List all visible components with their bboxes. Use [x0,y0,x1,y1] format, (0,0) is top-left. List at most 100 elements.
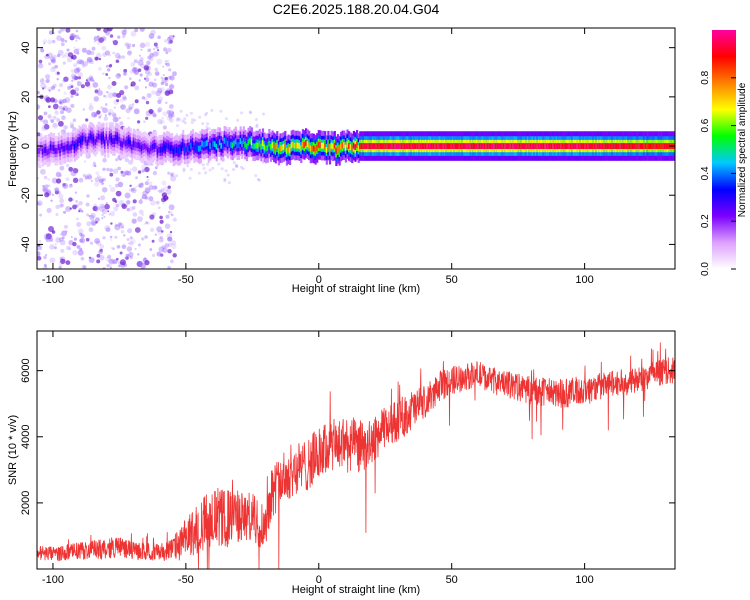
ridge-cell [657,143,660,149]
noise-point [126,50,133,56]
noise-point [172,71,177,77]
ridge-cell [277,147,280,154]
noise-point [191,118,194,122]
noise-point [240,111,244,115]
noise-point [39,78,45,83]
snr-y-tick-label: 2000 [20,491,32,515]
ridge-cell [450,143,453,149]
snr-panel: -100 -50 0 50 100 2000 4000 6000 Height of str… [7,330,676,596]
noise-point [165,214,170,219]
noise-point [102,236,106,240]
noise-point [163,47,168,52]
noise-point [166,36,172,42]
ridge-cell [137,142,140,149]
noise-point [160,87,166,92]
noise-point [164,62,168,66]
ridge-cell [651,143,654,149]
noise-point [65,177,70,181]
ridge-cell [622,143,625,149]
noise-point [88,75,94,80]
noise-point [139,73,143,77]
noise-point [130,30,137,37]
noise-point [88,105,94,111]
ridge-cell [470,143,473,149]
noise-point [157,99,162,105]
noise-point [99,206,105,212]
ridge-cell [250,139,253,146]
ridge-cell [226,140,229,147]
ridge-cell [411,143,414,149]
ridge-cell [445,143,448,149]
ridge-cell [249,137,252,144]
ridge-cell [60,143,64,150]
ridge-cell [636,143,639,149]
ridge-cell [477,143,480,149]
ridge-cell [104,139,107,146]
noise-point [262,112,265,116]
noise-point [160,239,163,242]
noise-point [76,52,80,55]
noise-point [143,257,147,261]
noise-point [72,241,77,247]
noise-point [69,121,74,126]
noise-point [112,40,118,46]
noise-point [121,203,127,209]
noise-point [82,173,87,178]
noise-point [90,219,97,226]
noise-point [48,105,51,108]
ridge-cell [625,143,628,149]
noise-point [144,187,151,194]
noise-point [235,164,238,168]
noise-point [108,263,113,268]
noise-point [77,72,83,78]
noise-point [101,187,108,193]
noise-point [62,107,66,111]
noise-point [106,264,110,268]
ridge-cell [230,141,233,148]
ridge-cell [142,143,145,150]
noise-point [40,168,46,175]
noise-point [102,178,106,182]
ridge-cell [644,143,647,149]
noise-point [164,82,169,87]
ridge-cell [392,143,395,149]
noise-point [139,28,145,32]
noise-point [79,232,83,236]
noise-point [97,175,101,179]
ridge-cell [617,143,620,149]
ridge-cell [222,143,225,150]
ridge-cell [488,143,491,149]
noise-point [82,108,86,111]
noise-point [102,107,108,114]
noise-point [141,237,145,241]
noise-point [99,248,103,253]
noise-point [91,46,96,51]
ridge-cell [423,143,426,149]
noise-point [98,115,102,119]
noise-point [150,36,153,40]
ridge-cell [611,143,614,149]
noise-point [144,77,147,80]
ridge-cell [525,143,528,149]
noise-point [206,122,210,126]
ridge-cell [126,139,129,146]
ridge-cell [80,138,83,145]
ridge-cell [381,143,384,149]
ridge-cell [306,141,309,148]
noise-point [48,184,51,187]
noise-point [57,53,61,58]
noise-point [52,123,57,128]
ridge-cell [410,143,413,149]
noise-point [151,163,154,166]
ridge-cell [76,140,80,147]
noise-point [128,104,134,110]
noise-point [167,47,172,53]
noise-point [86,194,90,198]
noise-point [96,52,102,59]
noise-point [37,90,40,95]
ridge-cell [520,143,523,149]
ridge-cell [201,140,204,147]
ridge-cell [147,146,150,153]
ridge-cell [231,142,234,149]
